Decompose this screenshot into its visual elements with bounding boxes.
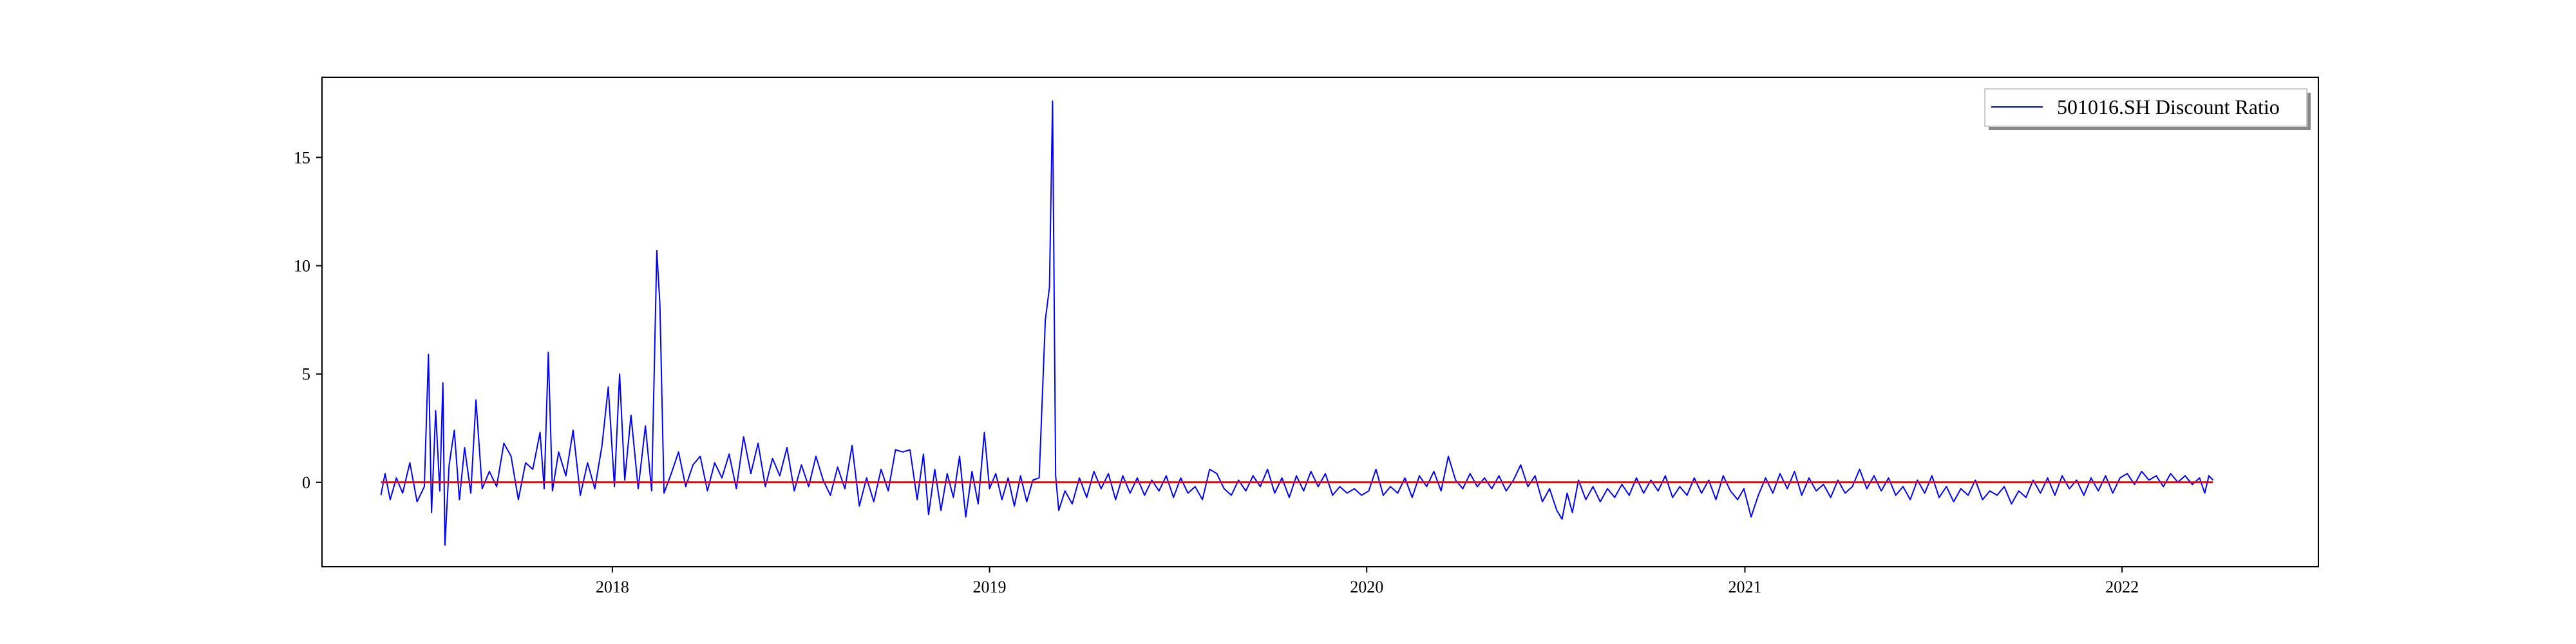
x-axis: 2018 2019 2020 2021 2022 bbox=[596, 567, 2139, 596]
x-tick-label: 2019 bbox=[973, 578, 1007, 596]
legend: 501016.SH Discount Ratio bbox=[1984, 88, 2311, 130]
x-tick-label: 2022 bbox=[2105, 578, 2139, 596]
y-tick-label: 15 bbox=[294, 148, 310, 167]
y-tick-label: 0 bbox=[302, 473, 310, 492]
plot-area bbox=[321, 77, 2319, 567]
discount-ratio-line bbox=[380, 100, 2214, 546]
y-tick-label: 10 bbox=[294, 257, 310, 276]
y-axis: 0 5 10 15 bbox=[294, 148, 322, 492]
x-tick-label: 2020 bbox=[1350, 578, 1383, 596]
series-layer bbox=[380, 100, 2214, 546]
x-tick-label: 2021 bbox=[1728, 578, 1761, 596]
y-tick-label: 5 bbox=[302, 365, 310, 384]
legend-label: 501016.SH Discount Ratio bbox=[2057, 95, 2280, 118]
x-tick-label: 2018 bbox=[596, 578, 629, 596]
